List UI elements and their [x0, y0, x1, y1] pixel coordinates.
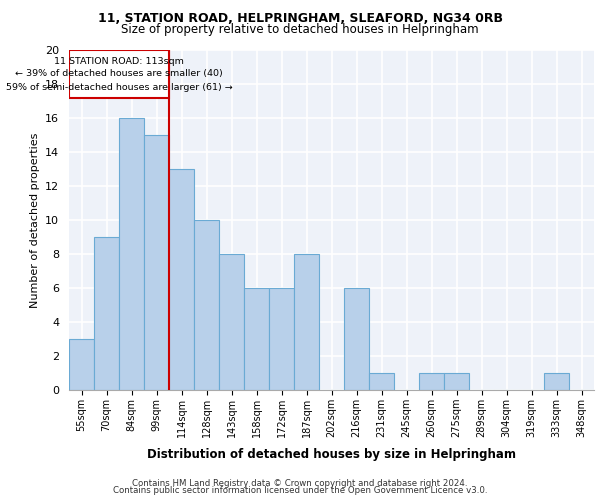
Bar [369, 373, 394, 390]
Y-axis label: Number of detached properties: Number of detached properties [29, 132, 40, 308]
Bar [269, 288, 294, 390]
Text: 11, STATION ROAD, HELPRINGHAM, SLEAFORD, NG34 0RB: 11, STATION ROAD, HELPRINGHAM, SLEAFORD,… [97, 12, 503, 26]
Bar [444, 373, 469, 390]
Text: Contains public sector information licensed under the Open Government Licence v3: Contains public sector information licen… [113, 486, 487, 495]
X-axis label: Distribution of detached houses by size in Helpringham: Distribution of detached houses by size … [147, 448, 516, 461]
Bar [344, 288, 369, 390]
Bar [169, 169, 194, 390]
Bar [544, 373, 569, 390]
Bar [69, 50, 169, 98]
Bar [219, 254, 244, 390]
Text: 59% of semi-detached houses are larger (61) →: 59% of semi-detached houses are larger (… [5, 83, 232, 92]
Text: 11 STATION ROAD: 113sqm: 11 STATION ROAD: 113sqm [54, 58, 184, 66]
Text: Size of property relative to detached houses in Helpringham: Size of property relative to detached ho… [121, 22, 479, 36]
Text: ← 39% of detached houses are smaller (40): ← 39% of detached houses are smaller (40… [15, 70, 223, 78]
Bar [94, 237, 119, 390]
Bar [419, 373, 444, 390]
Bar [294, 254, 319, 390]
Bar [194, 220, 219, 390]
Text: Contains HM Land Registry data © Crown copyright and database right 2024.: Contains HM Land Registry data © Crown c… [132, 478, 468, 488]
Bar [244, 288, 269, 390]
Bar [119, 118, 144, 390]
Bar [69, 339, 94, 390]
Bar [144, 135, 169, 390]
